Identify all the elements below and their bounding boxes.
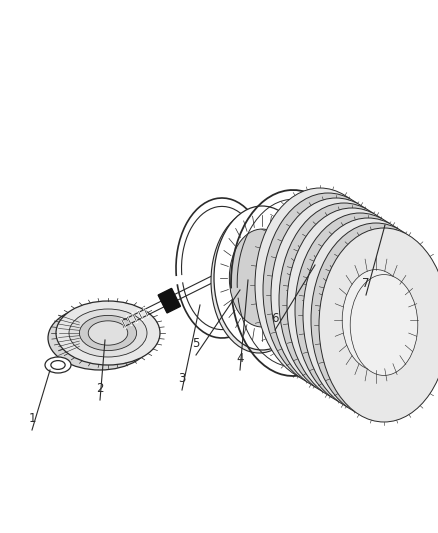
Text: 7: 7 bbox=[362, 277, 370, 290]
Ellipse shape bbox=[263, 193, 393, 387]
Ellipse shape bbox=[231, 265, 239, 271]
Polygon shape bbox=[158, 288, 180, 313]
Ellipse shape bbox=[88, 321, 128, 345]
Ellipse shape bbox=[295, 213, 425, 407]
Text: 3: 3 bbox=[178, 372, 186, 385]
Ellipse shape bbox=[69, 309, 147, 357]
Ellipse shape bbox=[311, 223, 438, 417]
Ellipse shape bbox=[79, 316, 137, 351]
Text: 5: 5 bbox=[192, 337, 200, 350]
Ellipse shape bbox=[48, 306, 152, 370]
Ellipse shape bbox=[230, 229, 295, 327]
Text: 4: 4 bbox=[236, 352, 244, 365]
Ellipse shape bbox=[318, 255, 386, 356]
Ellipse shape bbox=[294, 239, 362, 341]
Ellipse shape bbox=[45, 357, 71, 373]
Ellipse shape bbox=[255, 188, 385, 382]
Ellipse shape bbox=[303, 218, 433, 412]
Text: 1: 1 bbox=[28, 412, 36, 425]
Ellipse shape bbox=[211, 209, 307, 353]
Ellipse shape bbox=[310, 249, 378, 350]
Ellipse shape bbox=[342, 270, 410, 370]
Ellipse shape bbox=[326, 260, 394, 360]
Ellipse shape bbox=[279, 203, 409, 397]
Ellipse shape bbox=[214, 206, 310, 350]
Text: 6: 6 bbox=[271, 312, 279, 325]
Ellipse shape bbox=[287, 208, 417, 402]
Text: 2: 2 bbox=[96, 382, 104, 395]
Ellipse shape bbox=[350, 274, 418, 375]
Ellipse shape bbox=[56, 301, 160, 365]
Ellipse shape bbox=[334, 264, 402, 366]
Ellipse shape bbox=[286, 235, 354, 335]
Ellipse shape bbox=[51, 361, 65, 369]
Ellipse shape bbox=[271, 198, 401, 392]
Ellipse shape bbox=[302, 245, 370, 345]
Ellipse shape bbox=[319, 228, 438, 422]
